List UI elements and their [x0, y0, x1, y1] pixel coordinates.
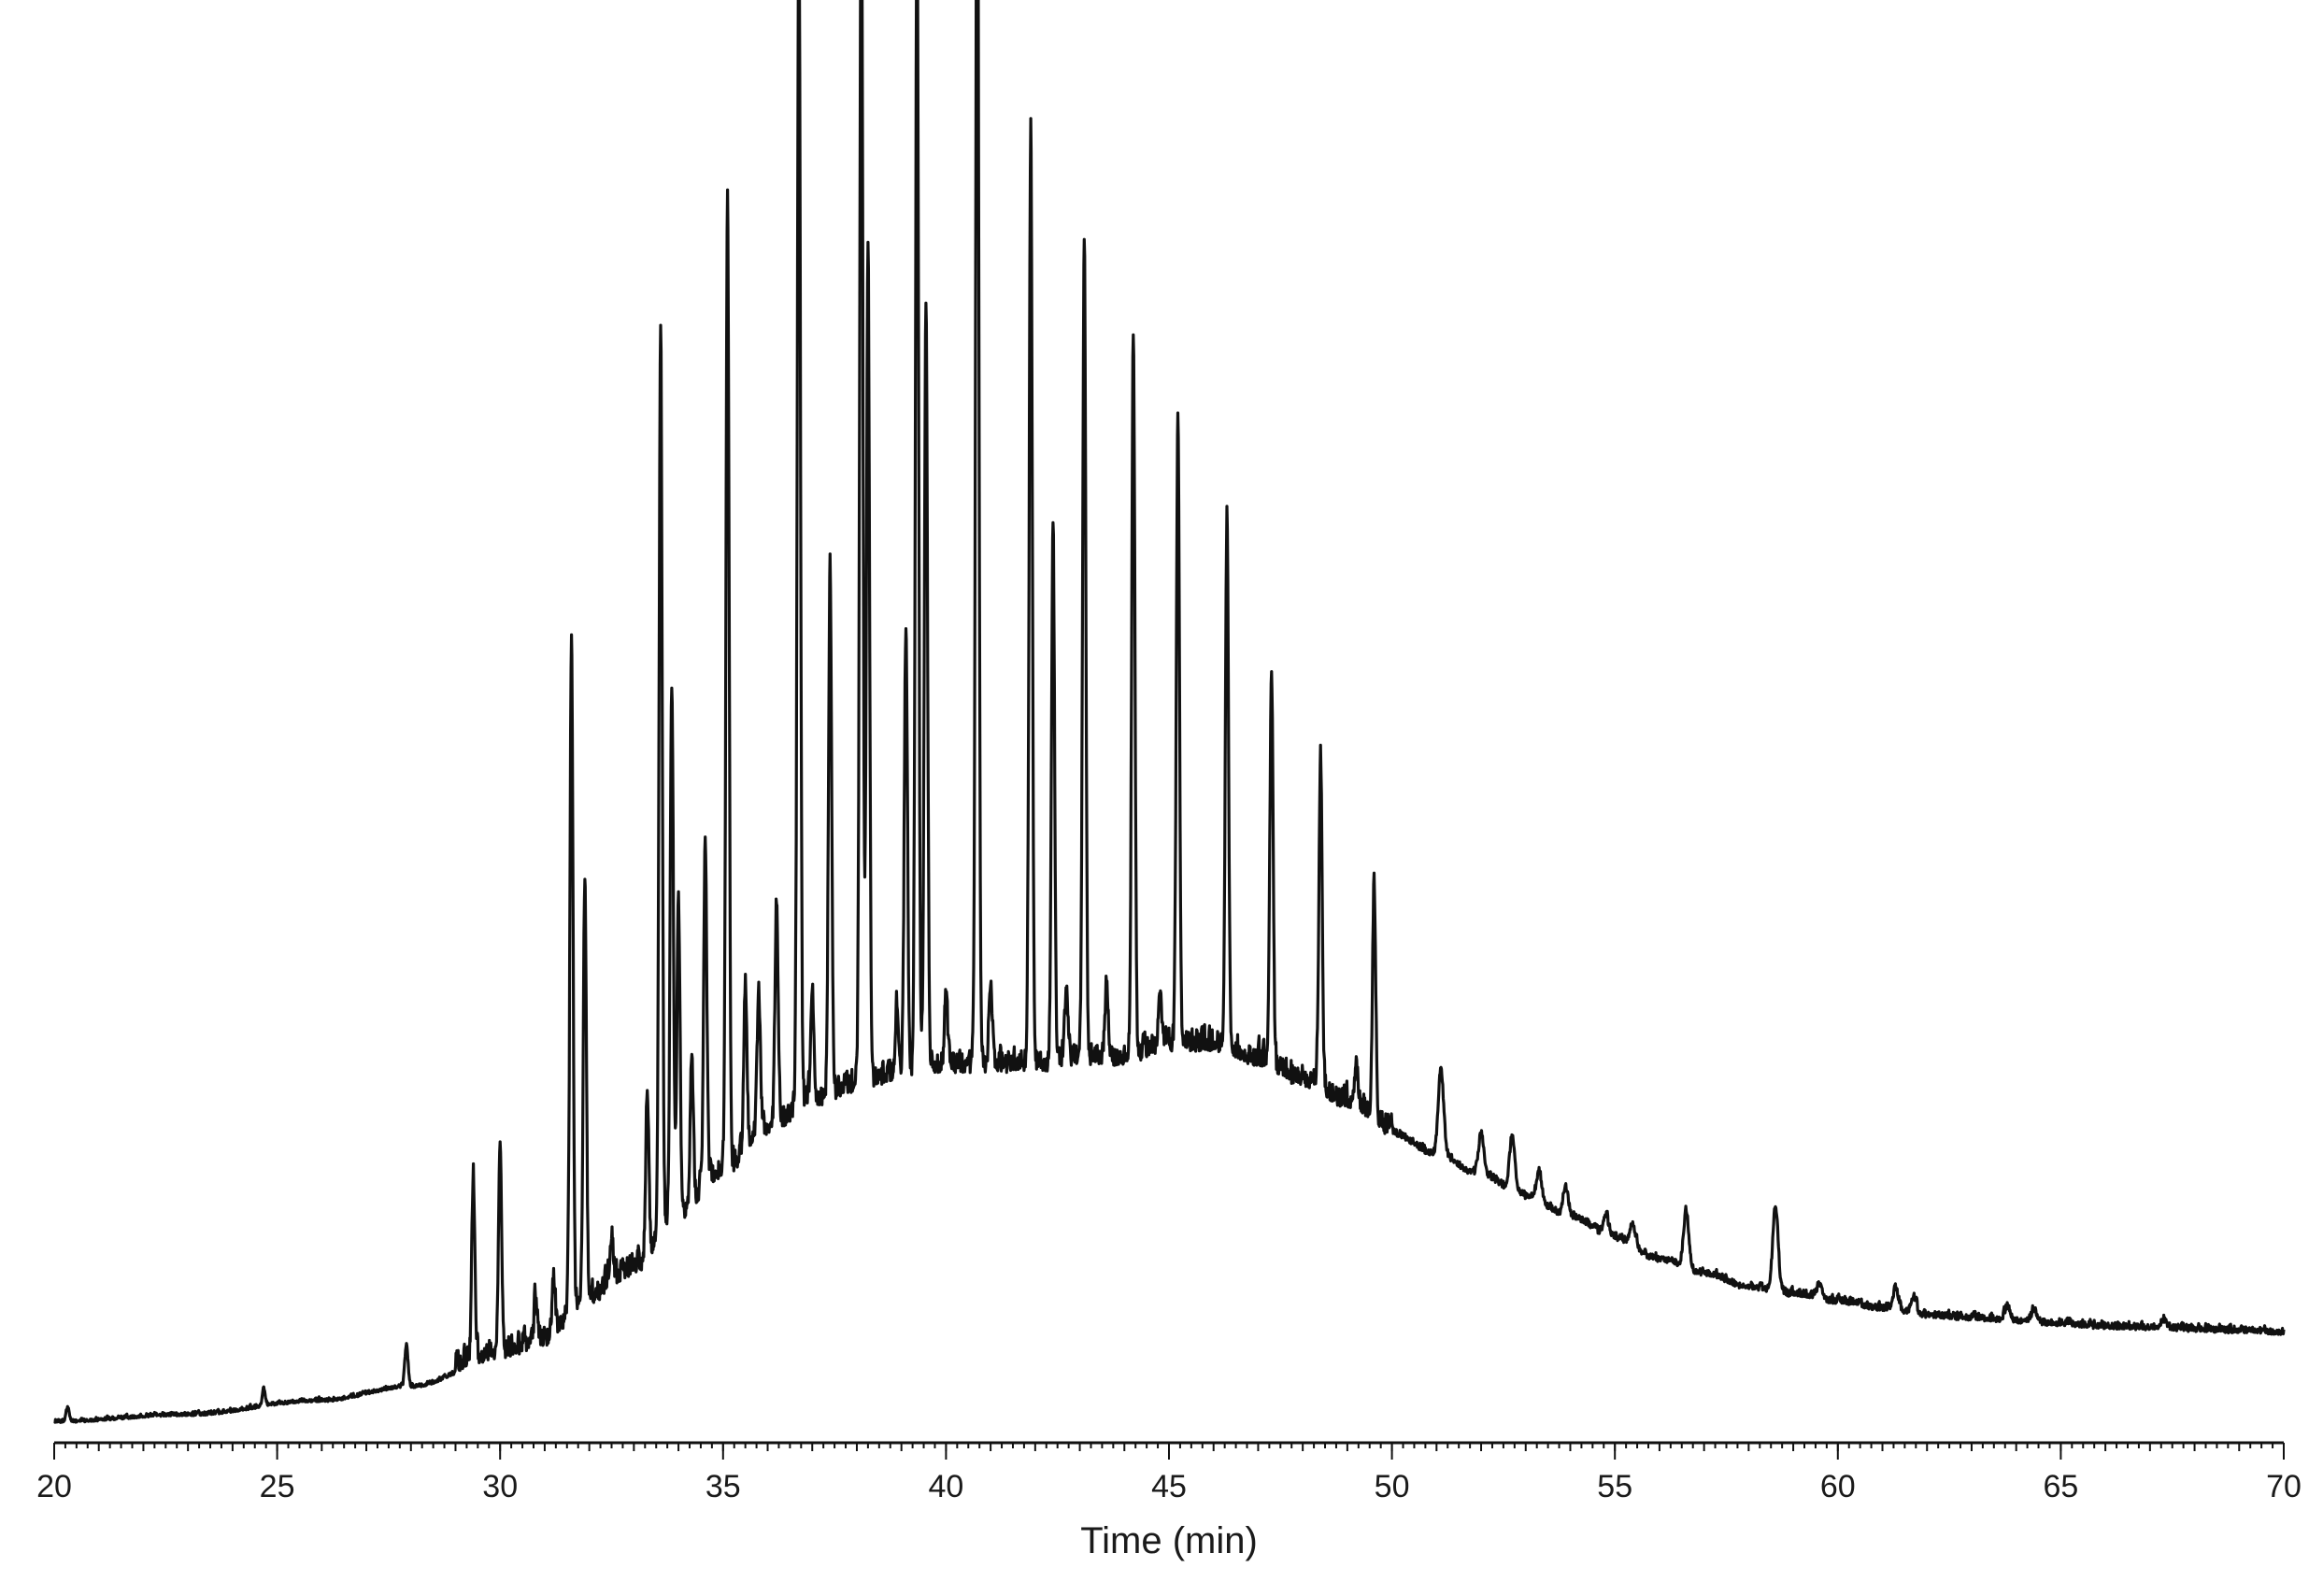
x-axis-minor-ticks — [53, 1443, 2285, 1451]
plot-area — [52, 0, 2286, 1424]
x-axis-tick-label: 55 — [1597, 1469, 1632, 1504]
x-axis-title: Time (min) — [1080, 1520, 1258, 1561]
x-axis-tick-label: 70 — [2266, 1469, 2302, 1504]
x-axis-tick-label: 65 — [2043, 1469, 2078, 1504]
chromatogram-trace — [52, 0, 2286, 1424]
x-axis-tick-label: 40 — [928, 1469, 963, 1504]
x-axis-major-ticks — [53, 1443, 2285, 1460]
x-axis-tick-label: 50 — [1375, 1469, 1410, 1504]
x-axis-tick-label: 25 — [260, 1469, 295, 1504]
x-axis-tick-labels: 20 25 30 35 40 45 50 55 60 65 70 — [36, 1469, 2302, 1504]
x-axis-tick-label: 30 — [482, 1469, 518, 1504]
x-axis-tick-label: 60 — [1820, 1469, 1856, 1504]
x-axis-tick-label: 20 — [36, 1469, 72, 1504]
x-axis-tick-label: 35 — [705, 1469, 741, 1504]
x-axis: 20 25 30 35 40 45 50 55 60 65 70 — [36, 1441, 2302, 1504]
x-axis-tick-label: 45 — [1151, 1469, 1187, 1504]
